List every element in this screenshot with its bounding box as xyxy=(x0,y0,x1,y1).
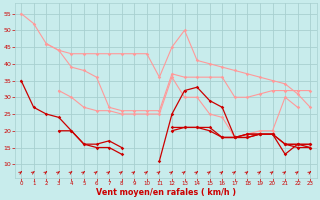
X-axis label: Vent moyen/en rafales ( km/h ): Vent moyen/en rafales ( km/h ) xyxy=(96,188,236,197)
